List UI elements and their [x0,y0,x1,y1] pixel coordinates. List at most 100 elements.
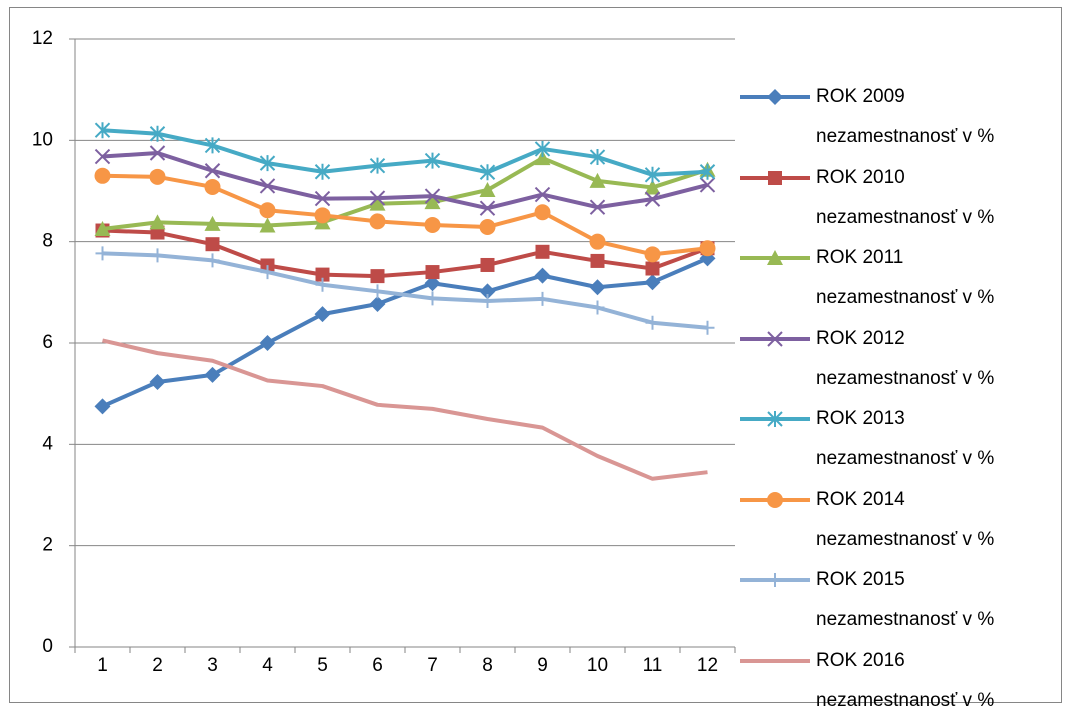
marker [644,274,661,291]
series-line [102,338,708,481]
marker [369,213,386,230]
legend-label: ROK 2012 nezamestnanosť v % [816,327,995,389]
marker [534,267,551,284]
x-tick-label: 12 [697,655,718,676]
y-tick-label: 0 [42,636,53,657]
legend-entry: ROK 2010 nezamestnanosť v % [740,158,1016,238]
marker [699,163,716,180]
marker [204,137,221,154]
marker [767,89,783,105]
legend-swatch [740,250,810,265]
marker [370,284,385,299]
legend-entry: ROK 2016 nezamestnanosť v % [740,641,1016,721]
marker [424,194,441,210]
legend-swatch [740,573,810,587]
x-tick-label: 7 [427,655,438,676]
marker [534,186,551,203]
marker [149,125,166,142]
y-tick-label: 8 [42,231,53,252]
legend-swatch [740,89,810,105]
legend-swatch [740,491,810,508]
marker [95,246,110,261]
x-tick-label: 3 [207,655,218,676]
y-tick-label: 12 [32,28,53,49]
marker [259,155,276,172]
marker [205,253,220,268]
marker [479,218,496,235]
marker [644,191,661,207]
marker [534,140,551,157]
x-tick-label: 4 [262,655,273,676]
marker [425,265,440,280]
marker [204,178,221,195]
series-line [102,156,709,231]
chart-border [9,7,1062,703]
marker [480,293,495,308]
marker [369,157,386,174]
marker [589,199,606,215]
marker [259,335,276,351]
series-line [101,256,709,409]
marker [149,214,166,230]
marker [699,240,716,257]
marker [479,181,496,197]
marker [94,167,111,184]
x-tick-label: 11 [643,655,663,676]
marker [314,207,331,224]
marker [644,166,661,183]
legend-entry: ROK 2014 nezamestnanosť v % [740,480,1016,560]
marker [424,216,441,233]
legend-swatch [740,170,810,185]
marker [259,202,276,219]
marker [259,178,276,194]
series-line [102,128,708,177]
marker [260,265,275,280]
marker [768,170,782,185]
marker [590,300,605,315]
series-line [102,151,708,211]
marker [589,233,606,250]
marker [314,190,331,207]
marker [644,179,661,195]
marker [479,200,496,216]
marker [424,275,441,292]
legend-entry: ROK 2012 nezamestnanosť v % [740,319,1016,399]
marker [149,145,166,161]
marker [589,149,606,166]
marker [150,248,165,263]
x-tick-label: 8 [482,655,493,676]
marker [767,330,783,347]
y-tick-label: 4 [42,433,53,454]
marker [370,269,385,284]
series-line [102,251,708,330]
marker [645,315,660,330]
legend-entry: ROK 2009 nezamestnanosť v % [740,77,1016,157]
marker [534,204,551,221]
x-tick-label: 2 [152,655,163,676]
marker [479,283,496,300]
marker [535,244,550,259]
legend-label: ROK 2016 nezamestnanosť v % [816,649,995,711]
legend-label: ROK 2009 nezamestnanosť v % [816,86,995,147]
marker [94,221,111,236]
marker [644,246,661,263]
marker [480,257,495,272]
marker [424,188,441,204]
marker [204,366,221,383]
marker [204,215,221,231]
marker [534,150,551,166]
series-line [102,228,709,279]
marker [589,172,606,188]
legend-entry: ROK 2013 nezamestnanosť v % [740,399,1016,479]
marker [767,250,783,265]
x-tick-label: 6 [372,655,383,676]
marker [768,573,782,587]
marker [369,295,386,312]
marker [767,411,783,427]
x-tick-label: 10 [587,655,608,676]
marker [149,374,166,391]
marker [94,122,111,139]
marker [767,491,783,508]
